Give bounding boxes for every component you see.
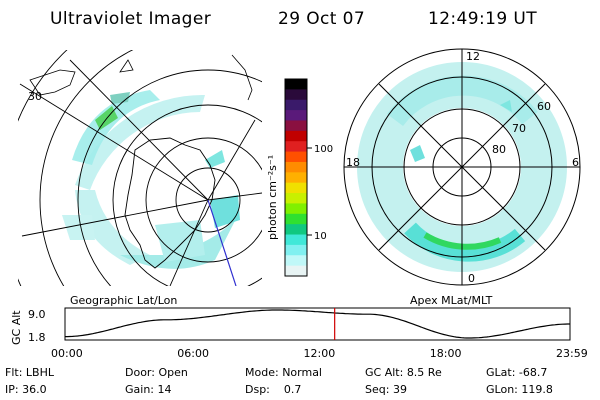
info-mode: Mode: Normal	[245, 366, 322, 379]
colorbar-band	[285, 141, 307, 153]
altitude-plot: 9.0 1.8 GC Alt 00:00 06:00 12:00 18:00 23:59	[10, 307, 588, 360]
left-panel-caption: Geographic Lat/Lon	[70, 294, 177, 307]
colorbar-band	[285, 99, 307, 111]
time-tick-label: 00:00	[51, 347, 83, 360]
colorbar-band	[285, 182, 307, 194]
colorbar: 100 10 photon cm⁻²s⁻¹	[266, 78, 333, 277]
time-tick-label: 23:59	[556, 347, 588, 360]
info-dsp: Dsp: 0.7	[245, 383, 302, 396]
colorbar-unit-label: photon cm⁻²s⁻¹	[266, 155, 279, 240]
info-gain: Gain: 14	[125, 383, 172, 396]
colorbar-band	[285, 130, 307, 142]
colorbar-band	[285, 89, 307, 101]
colorbar-band	[285, 244, 307, 256]
colorbar-band	[285, 110, 307, 122]
colorbar-band	[285, 193, 307, 205]
instrument-title: Ultraviolet Imager	[50, 9, 212, 29]
uv-oval-left	[62, 90, 240, 269]
alt-tick-high: 9.0	[28, 308, 46, 321]
colorbar-band	[285, 79, 307, 90]
mlt-label-18: 18	[346, 156, 360, 169]
info-seq: Seq: 39	[365, 383, 407, 396]
lat-label-left: 30	[28, 90, 42, 103]
colorbar-band	[285, 255, 307, 267]
date-label: 29 Oct 07	[278, 9, 366, 29]
time-tick-label: 06:00	[177, 347, 209, 360]
info-door: Door: Open	[125, 366, 188, 379]
mlat-label-80: 80	[492, 143, 506, 156]
magnetic-polar-plot: 12 18 6 0 60 70 80	[343, 48, 581, 286]
colorbar-band	[285, 161, 307, 173]
antarctica-coastline	[124, 137, 216, 269]
info-ip: IP: 36.0	[5, 383, 47, 396]
time-label: 12:49:19 UT	[428, 9, 537, 29]
info-gc-alt: GC Alt: 8.5 Re	[365, 366, 442, 379]
colorbar-band	[285, 224, 307, 236]
mlt-label-0: 0	[468, 272, 475, 285]
colorbar-tick-10: 10	[314, 231, 327, 242]
time-tick-label: 12:00	[304, 347, 336, 360]
sun-direction-line	[207, 199, 237, 286]
right-panel-caption: Apex MLat/MLT	[410, 294, 493, 307]
alt-axis-label: GC Alt	[10, 310, 23, 345]
meridians	[19, 59, 262, 286]
alt-tick-low: 1.8	[28, 331, 46, 344]
mlat-label-60: 60	[537, 100, 551, 113]
info-glat: GLat: -68.7	[486, 366, 548, 379]
latitude-circles	[18, 50, 262, 286]
mlat-label-70: 70	[512, 122, 526, 135]
colorbar-band	[285, 120, 307, 132]
colorbar-band	[285, 151, 307, 163]
mlt-label-6: 6	[572, 156, 579, 169]
geographic-map	[18, 50, 262, 286]
info-glon: GLon: 119.8	[486, 383, 553, 396]
colorbar-band	[285, 172, 307, 184]
colorbar-band	[285, 234, 307, 246]
colorbar-band	[285, 203, 307, 215]
colorbar-band	[285, 265, 307, 277]
mlt-label-12: 12	[466, 50, 480, 63]
colorbar-band	[285, 213, 307, 225]
time-tick-label: 18:00	[430, 347, 462, 360]
altitude-curve	[65, 309, 570, 339]
colorbar-tick-100: 100	[314, 144, 333, 155]
info-flt: Flt: LBHL	[5, 366, 54, 379]
